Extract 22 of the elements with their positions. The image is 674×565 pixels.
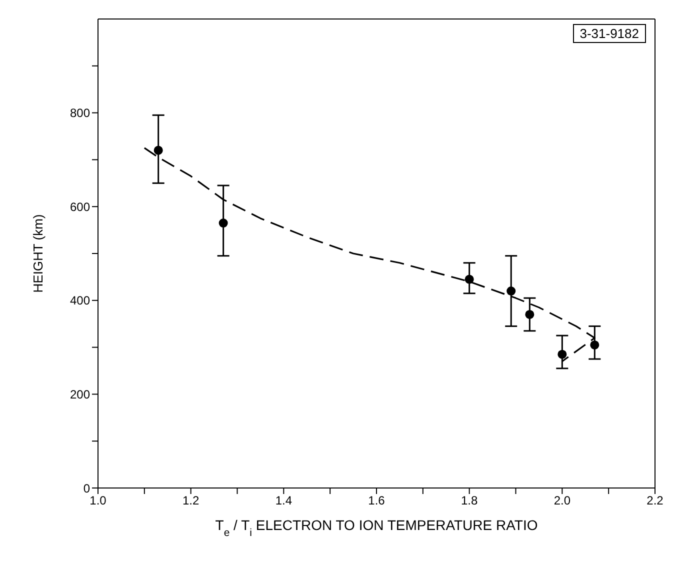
point	[590, 340, 600, 350]
x-tick-label: 1.0	[90, 494, 107, 508]
point	[558, 350, 567, 359]
x-axis-title: T$_{e}$ / T$_{i}$ ELECTRON TO ION TEMPERATURE RATIO	[215, 517, 538, 539]
x-tick-label: 1.2	[182, 494, 200, 508]
x-tick-label: 1.6	[368, 494, 386, 508]
point	[525, 310, 534, 319]
x-tick-label: 1.4	[275, 494, 292, 508]
annotation: 3-31-9182	[572, 24, 646, 43]
x-tick-label: 2.2	[646, 494, 664, 508]
point	[154, 146, 163, 155]
y-tick-label: 200	[70, 387, 90, 402]
point	[218, 218, 228, 228]
point	[464, 274, 474, 284]
y-tick-label: 0	[83, 481, 90, 496]
x-tick-label: 1.8	[460, 494, 478, 508]
x-tick-label: 2.0	[554, 494, 571, 508]
y-tick-label: 800	[70, 106, 90, 120]
y-tick-label: 400	[70, 294, 90, 308]
y-axis-title: HEIGHT (km)	[30, 214, 46, 293]
point	[506, 286, 516, 296]
y-tick-label: 600	[70, 200, 90, 214]
